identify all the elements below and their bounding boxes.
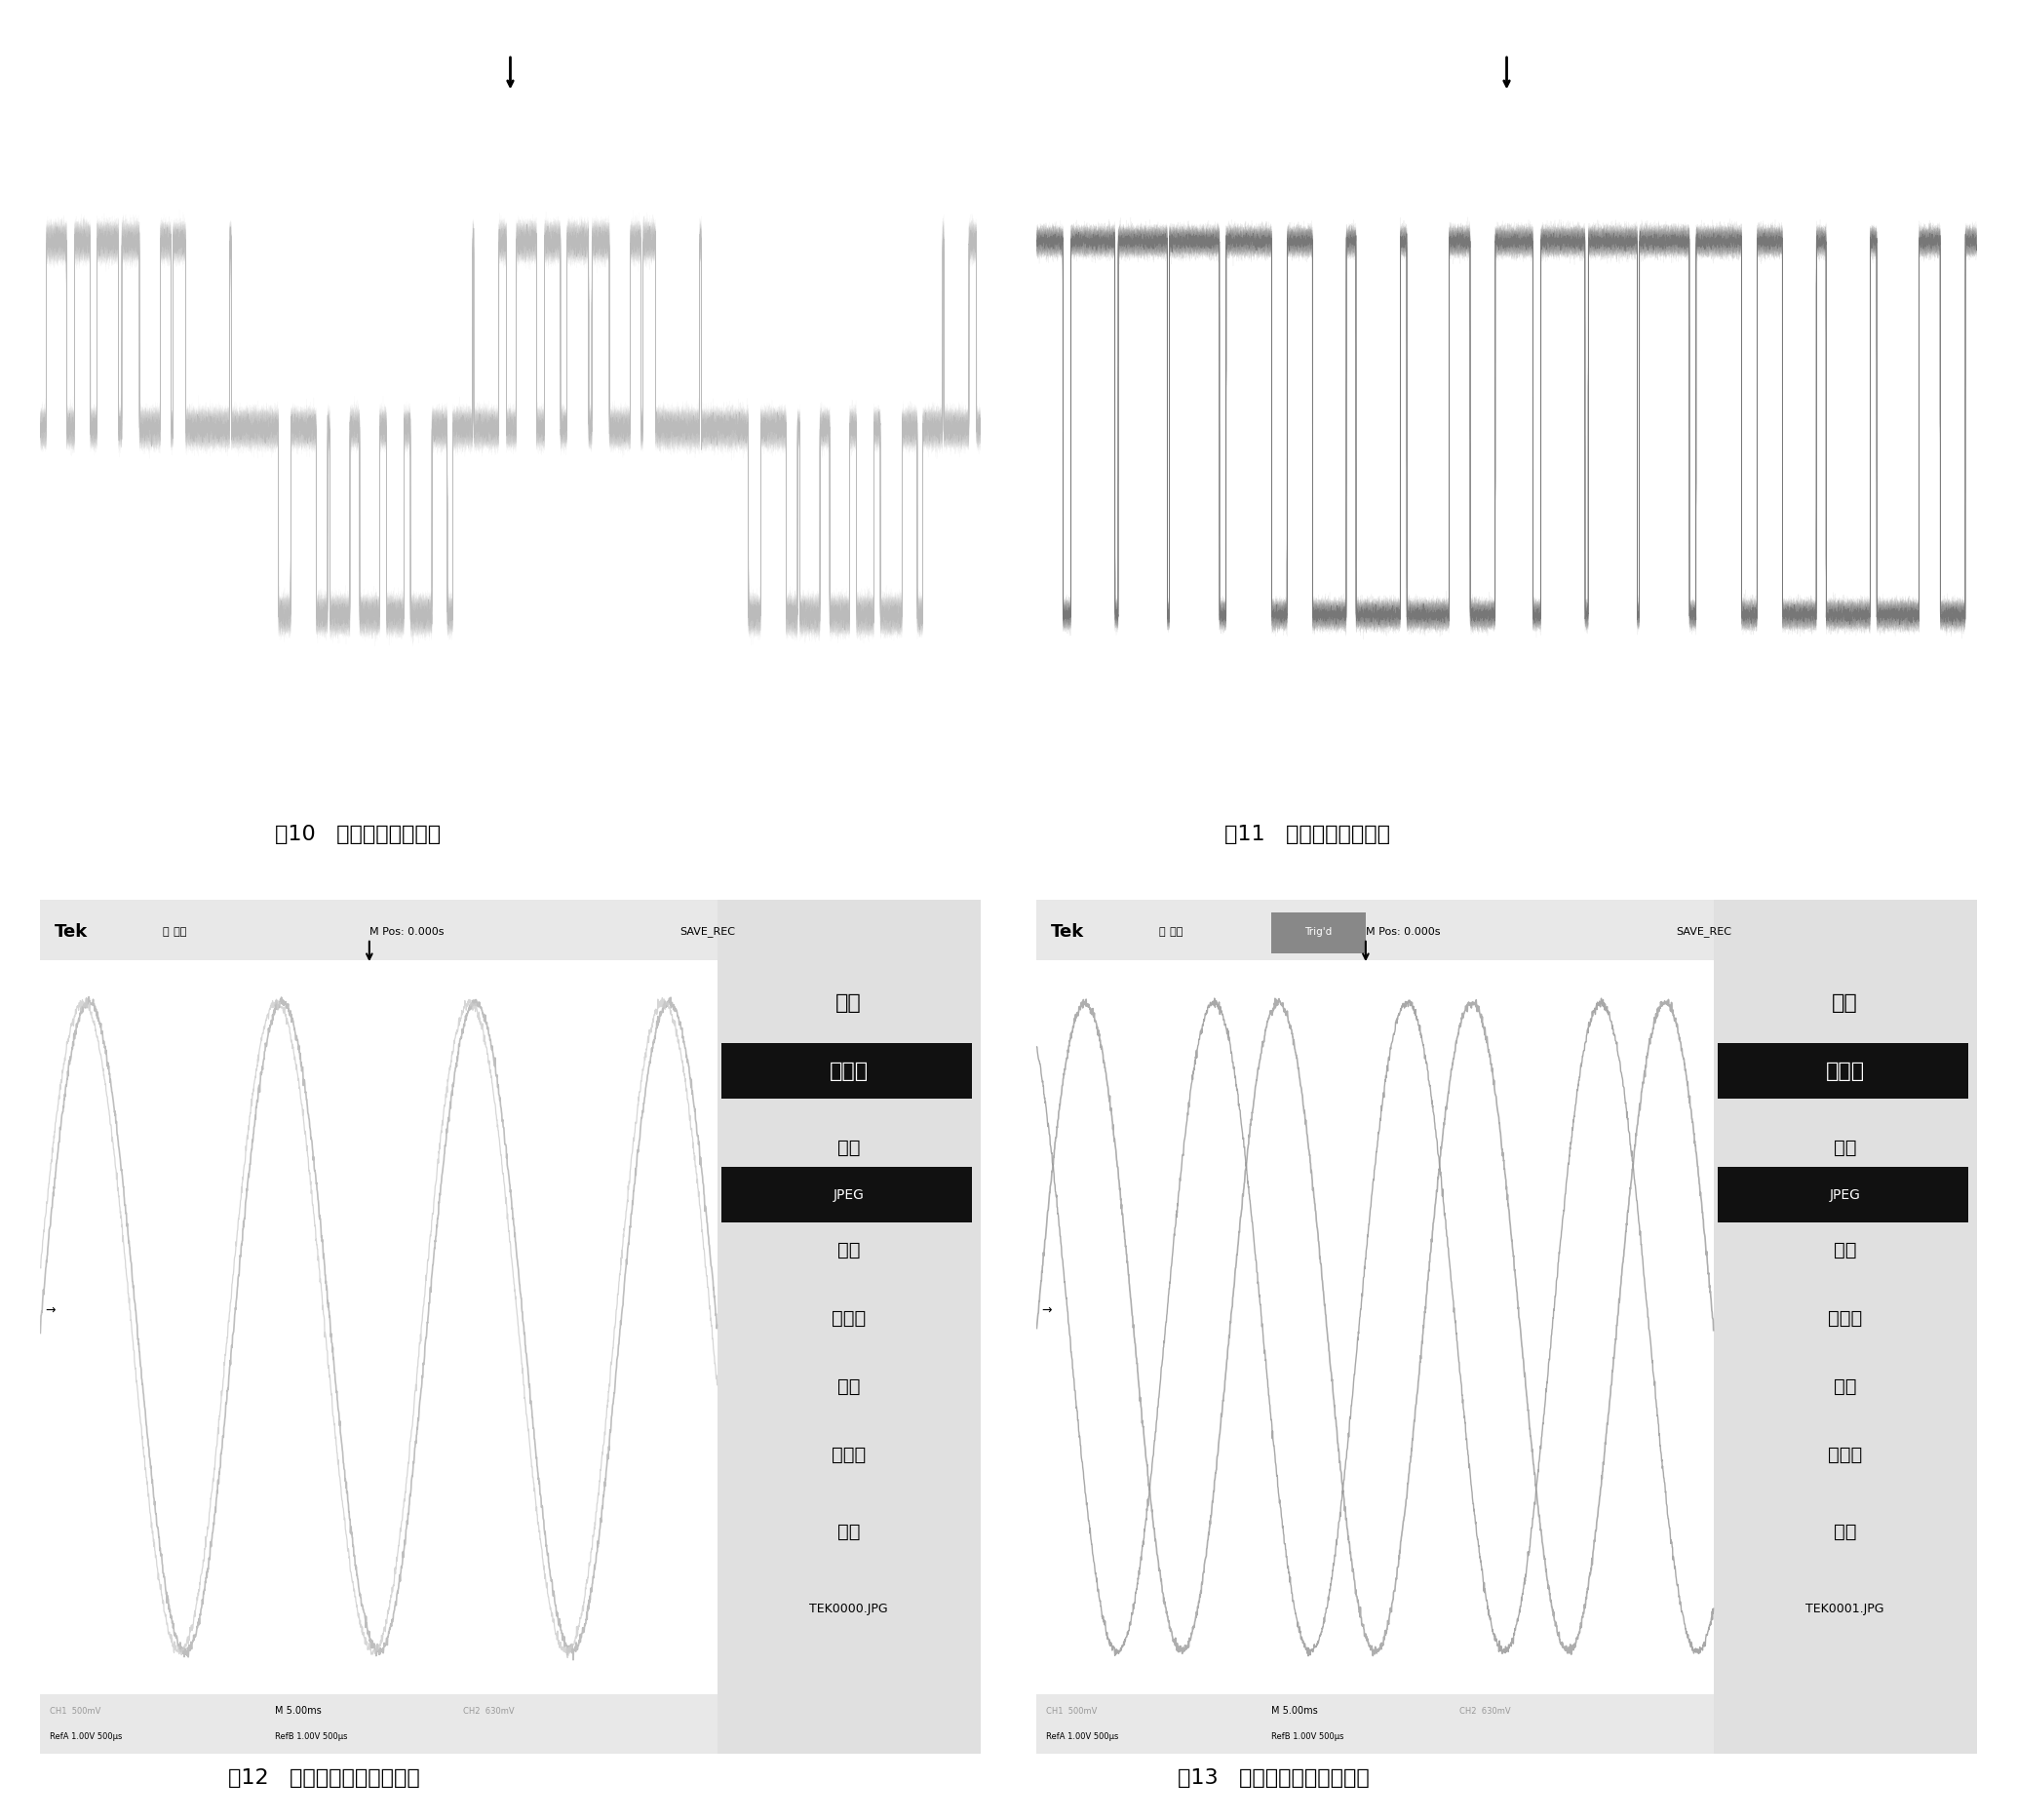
- Text: →: →: [44, 1303, 54, 1316]
- Text: JPEG: JPEG: [1829, 1188, 1860, 1201]
- Bar: [1037, 1694, 1714, 1754]
- Text: M Pos: 0.000s: M Pos: 0.000s: [369, 926, 444, 937]
- Text: 图10   滤波前线电压波形: 图10 滤波前线电压波形: [276, 824, 442, 844]
- Text: ⍼  ⍼⍼: ⍼ ⍼⍼: [163, 926, 186, 937]
- Text: RefB 1.00V 500μs: RefB 1.00V 500μs: [276, 1733, 349, 1742]
- Text: RefB 1.00V 500μs: RefB 1.00V 500μs: [1271, 1733, 1343, 1742]
- Text: 关于: 关于: [1833, 1241, 1856, 1259]
- Bar: [1718, 1043, 1969, 1099]
- Text: M Pos: 0.000s: M Pos: 0.000s: [1366, 926, 1440, 937]
- Text: SAVE_REC: SAVE_REC: [1676, 926, 1731, 937]
- Text: 选择: 选择: [837, 1378, 859, 1396]
- Text: 图11   滤波前相电压波形: 图11 滤波前相电压波形: [1224, 824, 1390, 844]
- Bar: [1718, 1167, 1969, 1223]
- Text: 动作: 动作: [835, 994, 861, 1012]
- Text: CH1  500mV: CH1 500mV: [50, 1707, 101, 1716]
- Text: Trig'd: Trig'd: [1305, 926, 1333, 937]
- Text: 格式: 格式: [1833, 1139, 1856, 1158]
- Bar: [718, 901, 980, 1754]
- Text: →: →: [1041, 1303, 1051, 1316]
- Text: 储存: 储存: [1833, 1523, 1856, 1542]
- Text: SAVE_REC: SAVE_REC: [680, 926, 734, 937]
- Text: 关于: 关于: [837, 1241, 859, 1259]
- Bar: [40, 901, 980, 959]
- Text: 文件夹: 文件夹: [831, 1445, 865, 1465]
- Text: 存图像: 存图像: [1825, 1061, 1864, 1081]
- Text: 格式: 格式: [837, 1139, 859, 1158]
- Text: Tek: Tek: [1051, 923, 1085, 941]
- Text: 存图像: 存图像: [1827, 1309, 1862, 1329]
- Text: RefA 1.00V 500μs: RefA 1.00V 500μs: [1047, 1733, 1119, 1742]
- Text: 储存: 储存: [837, 1523, 859, 1542]
- Bar: [40, 926, 718, 1694]
- Text: 图13   滤波后的相电压波形图: 图13 滤波后的相电压波形图: [1178, 1767, 1370, 1787]
- Bar: [1037, 901, 1977, 959]
- Text: 存图像: 存图像: [831, 1309, 865, 1329]
- Text: M 5.00ms: M 5.00ms: [1271, 1705, 1319, 1716]
- Bar: [722, 1167, 972, 1223]
- Text: TEK0001.JPG: TEK0001.JPG: [1805, 1602, 1884, 1614]
- Text: 文件夹: 文件夹: [1827, 1445, 1862, 1465]
- Text: CH1  500mV: CH1 500mV: [1047, 1707, 1097, 1716]
- Text: CH2  630mV: CH2 630mV: [1460, 1707, 1511, 1716]
- Text: Tek: Tek: [54, 923, 89, 941]
- Text: ⍼  ⍼⍼: ⍼ ⍼⍼: [1160, 926, 1182, 937]
- Bar: [1037, 926, 1714, 1694]
- Text: CH2  630mV: CH2 630mV: [464, 1707, 514, 1716]
- Text: JPEG: JPEG: [833, 1188, 863, 1201]
- Bar: [1271, 912, 1366, 954]
- Text: 图12   滤波后的线电压波形图: 图12 滤波后的线电压波形图: [228, 1767, 420, 1787]
- Text: 存图像: 存图像: [829, 1061, 867, 1081]
- Text: TEK0000.JPG: TEK0000.JPG: [809, 1602, 887, 1614]
- Bar: [1714, 901, 1977, 1754]
- Text: 选择: 选择: [1833, 1378, 1856, 1396]
- Text: 动作: 动作: [1831, 994, 1858, 1012]
- Text: M 5.00ms: M 5.00ms: [276, 1705, 323, 1716]
- Bar: [722, 1043, 972, 1099]
- Bar: [40, 1694, 718, 1754]
- Text: RefA 1.00V 500μs: RefA 1.00V 500μs: [50, 1733, 123, 1742]
